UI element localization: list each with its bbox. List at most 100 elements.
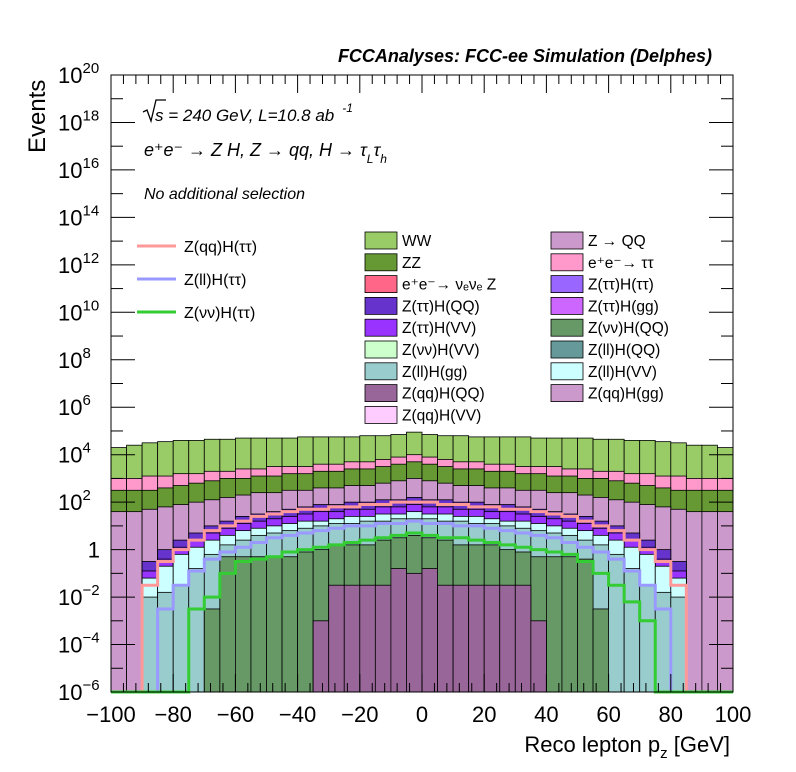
bar bbox=[250, 556, 267, 693]
bar bbox=[297, 551, 314, 693]
legend-fill-entry: Z(ττ)H(gg) bbox=[550, 296, 659, 315]
bar bbox=[157, 591, 174, 693]
annotation-energy: s = 240 GeV, L=10.8 ab -1 bbox=[142, 99, 353, 125]
x-axis-ticks: −100 −80 −60 −40 −20 0 20 40 60 80 100 bbox=[86, 75, 751, 727]
signal-line-z-ll-h- bbox=[111, 519, 733, 694]
bar bbox=[203, 608, 221, 693]
x-axis-label-sub: z bbox=[660, 745, 668, 762]
legend-fill-entry: Z(qq)H(VV) bbox=[364, 405, 481, 424]
bar bbox=[343, 584, 361, 693]
x-tick-label: −80 bbox=[155, 702, 192, 727]
legend-fill-entry: ZZ bbox=[364, 253, 421, 272]
legend-fill-entry: Z(ττ)H(ττ) bbox=[550, 275, 654, 294]
legend-line-label: Z(qq)H(ττ) bbox=[184, 239, 257, 256]
y-tick-label: 10−6 bbox=[58, 677, 100, 705]
legend-fill-entry: Z(ττ)H(QQ) bbox=[364, 296, 480, 315]
x-tick-label: −60 bbox=[217, 702, 254, 727]
legend-fill-label: Z(qq)H(QQ) bbox=[402, 386, 485, 403]
legend-fill-swatch bbox=[550, 384, 584, 403]
bar bbox=[141, 596, 159, 693]
legend: Z(qq)H(ττ) Z(ll)H(ττ) Z(νν)H(ττ) WW ZZ e⁺e⁻→ … bbox=[137, 231, 669, 424]
bar bbox=[577, 558, 594, 693]
legend-fill-entry: Z(ττ)H(VV) bbox=[364, 318, 476, 337]
y-tick-label: 108 bbox=[58, 345, 91, 373]
y-tick-label: 1 bbox=[88, 538, 100, 563]
annotation-selection: No additional selection bbox=[144, 186, 305, 203]
legend-fill-swatch bbox=[550, 231, 584, 250]
legend-fill-label: Z(ll)H(VV) bbox=[588, 364, 657, 381]
legend-fill-label: ZZ bbox=[402, 255, 421, 272]
legend-fill-label: Z(ll)H(QQ) bbox=[588, 342, 660, 359]
legend-fill-swatch bbox=[550, 275, 584, 294]
legend-fill-label: e⁺e⁻→ ττ bbox=[588, 255, 654, 272]
bar bbox=[685, 511, 703, 693]
bar bbox=[266, 556, 283, 693]
bar bbox=[328, 584, 345, 693]
bar bbox=[406, 572, 423, 693]
legend-fill-label: Z(νν)H(QQ) bbox=[588, 320, 669, 337]
bar bbox=[670, 596, 687, 693]
legend-line-label: Z(ll)H(ττ) bbox=[184, 272, 246, 289]
bar bbox=[468, 584, 485, 693]
bar bbox=[561, 556, 578, 693]
bar bbox=[188, 568, 205, 693]
annotation-process: e⁺e⁻ → Z H, Z → qq, H → τLτh bbox=[144, 140, 387, 166]
legend-fill-swatch bbox=[364, 231, 398, 250]
legend-fill-entry: Z(ll)H(QQ) bbox=[550, 340, 660, 359]
legend-fill-entry: Z(qq)H(QQ) bbox=[364, 384, 485, 403]
process-sub-l: L bbox=[367, 152, 374, 166]
legend-fill-label: Z(νν)H(VV) bbox=[402, 342, 480, 359]
bar bbox=[452, 584, 470, 693]
sqrt-symbol-icon bbox=[142, 99, 166, 124]
legend-line-entry: Z(ll)H(ττ) bbox=[137, 272, 246, 289]
x-tick-label: 60 bbox=[596, 702, 620, 727]
y-tick-label: 1012 bbox=[58, 250, 99, 278]
signal-line-z-qq-h- bbox=[111, 500, 733, 694]
legend-fill-swatch bbox=[364, 296, 398, 315]
legend-fill-label: Z(qq)H(gg) bbox=[588, 386, 664, 403]
x-tick-label: 0 bbox=[416, 702, 428, 727]
signal-line-z-h- bbox=[111, 531, 733, 694]
bar bbox=[359, 584, 376, 693]
energy-text: s = 240 GeV, L=10.8 ab bbox=[155, 106, 334, 125]
bar bbox=[639, 584, 656, 693]
legend-fill-label: e⁺e⁻→ νₑνₑ Z bbox=[402, 277, 496, 294]
y-tick-label: 102 bbox=[58, 487, 91, 515]
bar bbox=[483, 584, 501, 693]
legend-fill-swatch bbox=[364, 405, 398, 424]
y-tick-label: 104 bbox=[58, 440, 91, 468]
legend-fill-entry: Z(ll)H(gg) bbox=[364, 362, 467, 381]
y-tick-label: 1018 bbox=[58, 107, 99, 135]
y-tick-label: 1020 bbox=[58, 60, 99, 88]
x-tick-label: 20 bbox=[472, 702, 496, 727]
y-tick-label: 106 bbox=[58, 392, 91, 420]
y-tick-label: 10−4 bbox=[58, 630, 100, 658]
y-tick-label: 1014 bbox=[58, 202, 99, 230]
process-text: e⁺e⁻ → Z H, Z → qq, H → τ bbox=[144, 140, 368, 160]
legend-fill-swatch bbox=[364, 253, 398, 272]
legend-fill-label: Z(ττ)H(VV) bbox=[402, 320, 476, 337]
bar bbox=[281, 556, 298, 693]
bar bbox=[592, 608, 609, 693]
lumi-exponent: -1 bbox=[342, 101, 353, 115]
legend-fill-entry: Z → QQ bbox=[550, 231, 646, 250]
process-tau2: τ bbox=[373, 140, 381, 160]
legend-fill-swatch bbox=[550, 340, 584, 359]
y-tick-label: 10−2 bbox=[58, 582, 100, 610]
process-sub-h: h bbox=[380, 152, 387, 166]
bar bbox=[546, 556, 563, 693]
legend-fill-swatch bbox=[364, 275, 398, 294]
legend-fill-swatch bbox=[550, 296, 584, 315]
bar bbox=[110, 511, 127, 693]
x-tick-label: 80 bbox=[659, 702, 683, 727]
bar bbox=[312, 620, 330, 693]
bar bbox=[219, 556, 236, 693]
svg-text:s = 240 GeV, L=10.8 ab-1: s = 240 GeV, L=10.8 ab -1 bbox=[155, 101, 353, 125]
x-axis-label-unit: [GeV] bbox=[668, 732, 730, 757]
bar bbox=[421, 568, 438, 693]
legend-fill-swatch bbox=[550, 362, 584, 381]
signal-lines bbox=[111, 500, 733, 694]
legend-fill-entry: Z(ll)H(VV) bbox=[550, 362, 657, 381]
bar bbox=[608, 553, 625, 693]
